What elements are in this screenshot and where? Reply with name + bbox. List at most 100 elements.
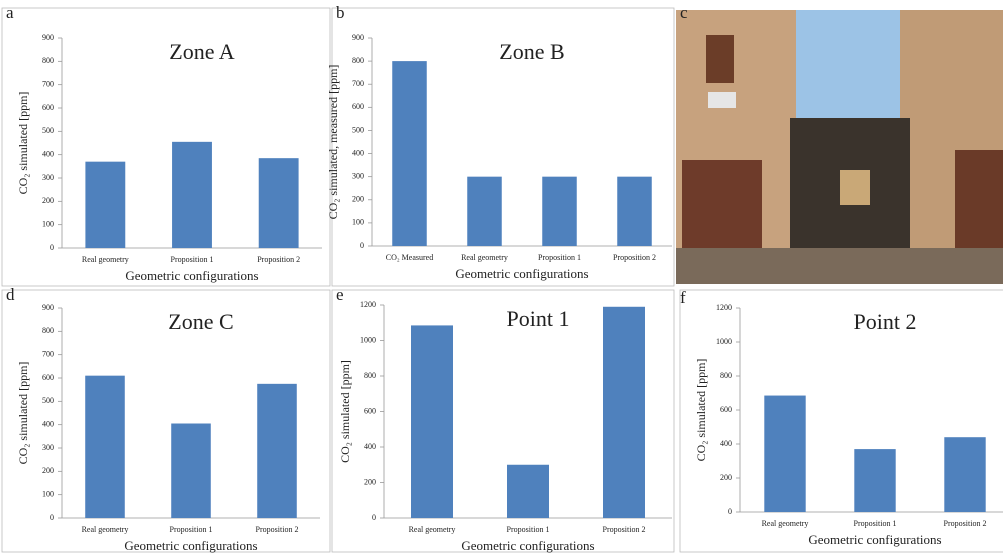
street-photo [676, 10, 1003, 284]
y-tick-label: 400 [42, 149, 54, 158]
y-tick-label: 900 [352, 33, 364, 42]
y-tick-label: 600 [364, 406, 376, 415]
y-tick-label: 400 [42, 419, 54, 428]
y-tick-label: 800 [364, 371, 376, 380]
y-tick-label: 1000 [716, 337, 732, 346]
x-axis-label: Geometric configurations [125, 268, 258, 283]
y-axis-label: CO₂ simulated [ppm] [16, 92, 30, 195]
y-axis-label: CO₂ simulated, measured [ppm] [326, 65, 340, 220]
y-tick-label: 100 [42, 219, 54, 228]
y-tick-label: 200 [364, 477, 376, 486]
y-tick-label: 300 [42, 443, 54, 452]
chart-title: Zone A [169, 39, 234, 64]
y-tick-label: 100 [352, 218, 364, 227]
chart-title: Point 1 [507, 306, 570, 331]
bar [392, 61, 427, 246]
y-tick-label: 100 [42, 489, 54, 498]
y-tick-label: 400 [352, 148, 364, 157]
y-tick-label: 600 [352, 102, 364, 111]
bar [603, 307, 645, 518]
ac-unit [708, 92, 736, 108]
chart-title: Zone C [168, 309, 233, 334]
x-tick-label: Proposition 2 [603, 525, 646, 534]
panel-letter: b [336, 3, 345, 22]
y-tick-label: 700 [42, 79, 54, 88]
x-tick-label: Proposition 1 [854, 519, 897, 528]
y-tick-label: 500 [352, 125, 364, 134]
chart-title: Point 2 [854, 309, 917, 334]
y-tick-label: 800 [42, 56, 54, 65]
x-axis-label: Geometric configurations [808, 532, 941, 547]
y-tick-label: 900 [42, 303, 54, 312]
y-tick-label: 0 [360, 241, 364, 250]
y-tick-label: 200 [352, 195, 364, 204]
y-tick-label: 600 [42, 103, 54, 112]
figure: 0 100 200 300 400 500 600 700 800 900 Real geometr… [0, 0, 1003, 554]
y-tick-label: 300 [352, 171, 364, 180]
x-tick-label: Proposition 2 [613, 253, 656, 262]
bar [617, 177, 652, 246]
x-tick-label: CO₂ Measured [386, 253, 433, 262]
bar [171, 424, 211, 519]
window [706, 35, 734, 83]
y-tick-label: 200 [720, 473, 732, 482]
x-tick-label: Real geometry [762, 519, 809, 528]
bar [542, 177, 577, 246]
panel-letter: d [6, 285, 15, 304]
bar [257, 384, 297, 518]
bar [85, 376, 125, 518]
x-tick-label: Proposition 1 [538, 253, 581, 262]
y-tick-label: 200 [42, 196, 54, 205]
bar [411, 325, 453, 518]
left-door [682, 160, 762, 250]
x-tick-label: Proposition 2 [944, 519, 987, 528]
y-tick-label: 700 [352, 79, 364, 88]
x-tick-label: Real geometry [82, 525, 129, 534]
bar [764, 396, 805, 512]
bar [944, 437, 985, 512]
panel-letter: a [6, 3, 14, 22]
y-axis-label: CO₂ simulated [ppm] [338, 360, 352, 463]
y-tick-label: 800 [720, 371, 732, 380]
y-tick-label: 500 [42, 396, 54, 405]
bar [259, 158, 299, 248]
sky [795, 10, 900, 120]
panel-letter: f [680, 288, 686, 307]
y-tick-label: 1200 [716, 303, 732, 312]
y-tick-label: 400 [720, 439, 732, 448]
y-axis-label: CO₂ simulated [ppm] [16, 362, 30, 465]
y-tick-label: 0 [50, 243, 54, 252]
panel-letter: c [680, 3, 688, 22]
y-tick-label: 300 [42, 173, 54, 182]
x-tick-label: Proposition 1 [507, 525, 550, 534]
x-tick-label: Proposition 1 [171, 255, 214, 264]
x-axis-label: Geometric configurations [461, 538, 594, 553]
y-tick-label: 0 [372, 513, 376, 522]
y-tick-label: 800 [352, 56, 364, 65]
y-axis-label: CO₂ simulated [ppm] [694, 359, 708, 462]
bar [85, 162, 125, 248]
x-tick-label: Real geometry [409, 525, 456, 534]
x-tick-label: Real geometry [461, 253, 508, 262]
y-tick-label: 600 [42, 373, 54, 382]
y-tick-label: 500 [42, 126, 54, 135]
y-tick-label: 900 [42, 33, 54, 42]
panel-letter: e [336, 285, 344, 304]
bar [467, 177, 502, 246]
y-tick-label: 1000 [360, 335, 376, 344]
bar [854, 449, 895, 512]
x-tick-label: Proposition 2 [256, 525, 299, 534]
y-tick-label: 400 [364, 442, 376, 451]
bar [172, 142, 212, 248]
bar [507, 465, 549, 518]
y-tick-label: 800 [42, 326, 54, 335]
right-door [955, 150, 1003, 250]
x-tick-label: Proposition 2 [257, 255, 300, 264]
x-tick-label: Real geometry [82, 255, 129, 264]
ground [676, 248, 1003, 284]
x-axis-label: Geometric configurations [124, 538, 257, 553]
x-axis-label: Geometric configurations [455, 266, 588, 281]
passage-light [840, 170, 870, 205]
x-tick-label: Proposition 1 [170, 525, 213, 534]
y-tick-label: 0 [728, 507, 732, 516]
